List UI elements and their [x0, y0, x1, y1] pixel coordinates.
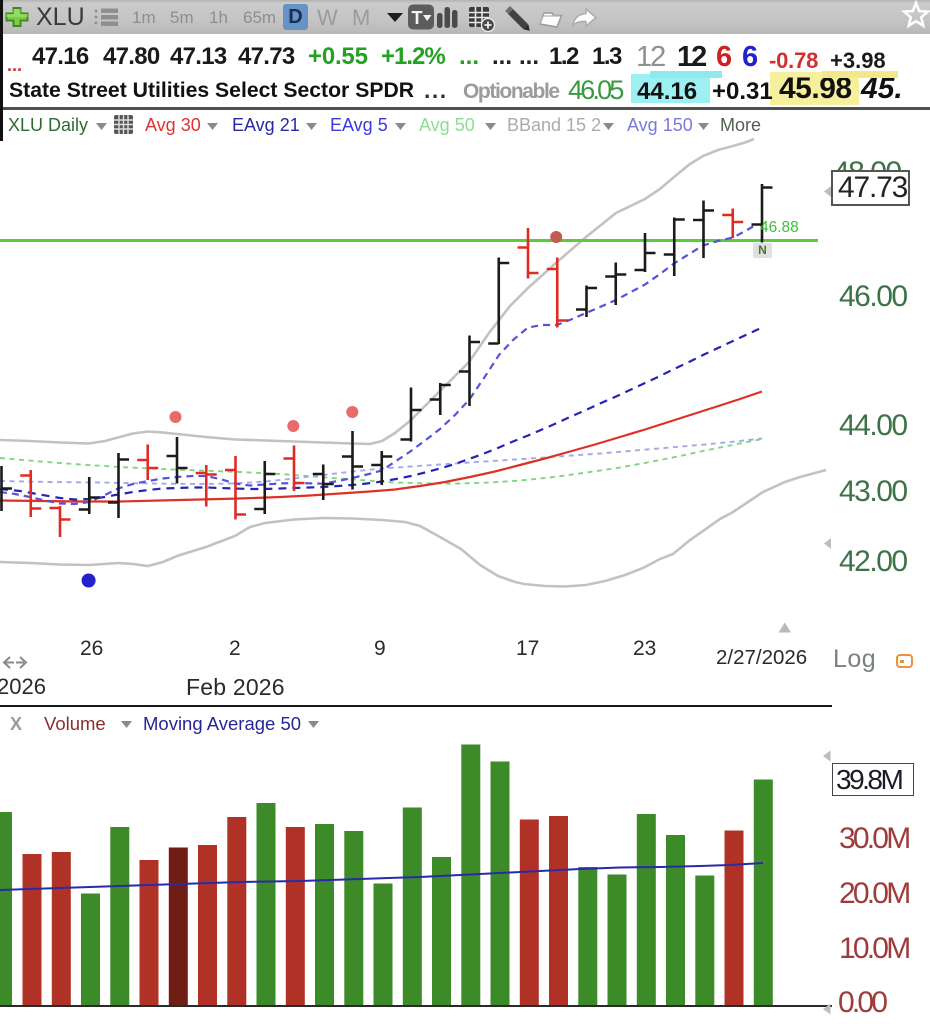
svg-text:T: T: [412, 8, 423, 28]
